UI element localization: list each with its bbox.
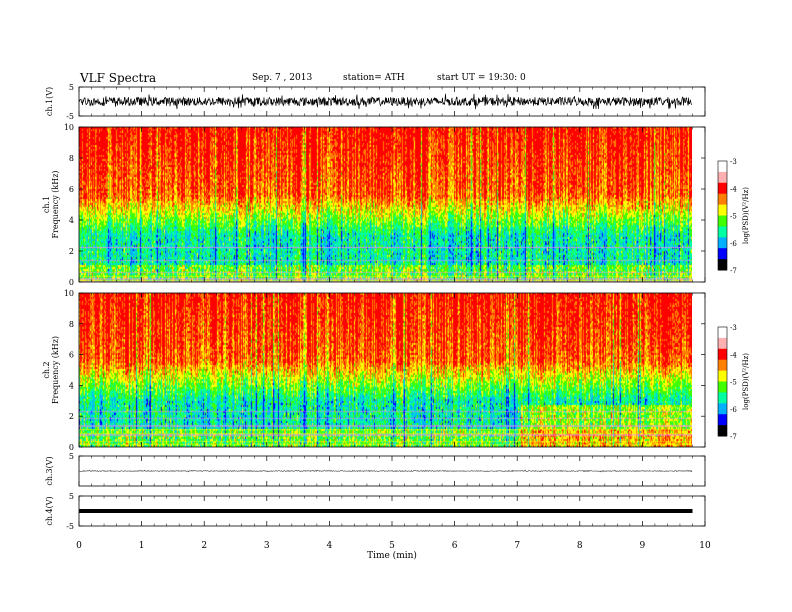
ch1_wave-ytick-label: 5 (69, 83, 74, 92)
ch1_spec-ylabel-channel: ch.1 (42, 196, 51, 213)
ch1_spec-colorbar-segment (718, 215, 727, 227)
x-tick-label: 9 (640, 541, 646, 551)
x-tick-label: 3 (264, 541, 270, 551)
ch3_wave-ylabel: ch.3(V) (45, 456, 54, 485)
waveform-layer (78, 93, 693, 513)
ch1_spec-colorbar-tick-label: -7 (730, 267, 737, 275)
ch1_spec-colorbar-tick-label: -5 (730, 213, 737, 221)
ch2_spec-colorbar-segment (718, 425, 727, 437)
ch1_spec-colorbar-segment (718, 248, 727, 260)
ch2_spec-ytick-label: 2 (69, 412, 74, 421)
x-axis-label: Time (min) (367, 550, 417, 561)
ch4_wave-ytick-label: 5 (69, 492, 74, 501)
ch2_spec-colorbar-segment (718, 359, 727, 372)
x-tick-label: 2 (201, 541, 207, 551)
ch2_spec-colorbar-segment (718, 348, 727, 361)
ch1_spec-colorbar-tick-label: -6 (730, 240, 737, 248)
ch2_spec-ytick-label: 8 (69, 320, 74, 329)
ch1_spec-colorbar-frame (717, 160, 728, 271)
ch2_spec-colorbar-segment (718, 370, 727, 382)
ch2_spec-colorbar-tick-label: -3 (730, 324, 737, 332)
ch2_spec-colorbar-label: log(PSD)(V²/Hz) (742, 353, 750, 410)
station-label: station= ATH (343, 73, 405, 83)
ch2_spec-ytick-label: 0 (69, 443, 74, 452)
ch1_spec-colorbar-segment (718, 204, 727, 216)
ch1_spec-colorbar-tick-label: -4 (730, 185, 737, 193)
ch2_spec-ylabel-channel: ch.2 (42, 361, 51, 378)
ch3_wave-ytick-label: 5 (69, 452, 74, 461)
x-tick-label: 5 (389, 541, 395, 551)
x-tick-label: 1 (139, 541, 145, 551)
start-ut-label: start UT = 19:30: 0 (437, 73, 526, 83)
ch1_wave-trace (78, 93, 693, 110)
ch1_spec-colorbar-segment (718, 182, 727, 195)
ch1_spec-colorbar-tick-label: -3 (730, 158, 737, 166)
x-tick-label: 6 (452, 541, 458, 551)
ch2_spec-colorbar-tick-label: -4 (730, 351, 737, 359)
ch1_wave-ytick-label: -5 (66, 112, 74, 121)
ch1_wave-ylabel: ch.1(V) (45, 87, 54, 116)
ch2_spec-colorbar-segment (718, 403, 727, 415)
x-tick-label: 4 (327, 541, 333, 551)
ch1_spec-ytick-label: 8 (69, 154, 74, 163)
ch2_spec-colorbar-frame (717, 326, 728, 437)
ch2_spec-ytick-label: 4 (69, 381, 74, 390)
ch3_wave-trace (79, 469, 693, 473)
ch1_spec-ytick-label: 4 (69, 216, 74, 225)
ch1_spec-colorbar-segment (718, 193, 727, 206)
ch2_spec-colorbar-segment (718, 414, 727, 426)
ch2_spec-ytick-label: 10 (64, 289, 74, 298)
ch2_spec-colorbar-tick-label: -5 (730, 379, 737, 387)
x-tick-label: 10 (699, 541, 711, 551)
chart-title: VLF Spectra (80, 71, 157, 85)
ch1_spec-colorbar-segment (718, 171, 727, 184)
colorbar-layer: -3 -4 -5 -6 -7 log(PSD)(V²/Hz) -3 -4 -5 -6 -7 log(P… (717, 158, 750, 441)
ch2_spec-colorbar-segment (718, 381, 727, 393)
x-tick-label: 7 (514, 541, 520, 551)
x-tick-label: 8 (577, 541, 583, 551)
ch2_spec-spectrogram-image (79, 293, 692, 447)
ch2_spec-colorbar-tick-label: -7 (730, 433, 737, 441)
ch4_wave-ylabel: ch.4(V) (45, 496, 54, 525)
ch1_spec-ylabel: Frequency (kHz) (51, 170, 60, 238)
date-label: Sep. 7 , 2013 (252, 73, 313, 83)
ch1_spec-ytick-label: 6 (69, 185, 74, 194)
ch4_wave-ytick-label: -5 (66, 522, 74, 531)
ch2_spec-colorbar-tick-label: -6 (730, 406, 737, 414)
ch1_spec-ytick-label: 0 (69, 278, 74, 287)
ch2_spec-colorbar-segment (718, 327, 727, 339)
spectrogram-layer (79, 127, 692, 447)
ch2_spec-colorbar-segment (718, 392, 727, 404)
ch1_spec-spectrogram-image (79, 127, 692, 282)
ch1_spec-ytick-label: 10 (64, 123, 74, 132)
ch2_spec-ytick-label: 6 (69, 351, 74, 360)
ch2_spec-colorbar-segment (718, 337, 727, 350)
ch1_spec-ytick-label: 2 (69, 247, 74, 256)
ch1_spec-colorbar-label: log(PSD)(V²/Hz) (742, 187, 750, 244)
ch1_spec-colorbar-segment (718, 161, 727, 173)
ch1_spec-colorbar-segment (718, 259, 727, 271)
ch2_spec-ylabel: Frequency (kHz) (51, 336, 60, 404)
ch1_spec-colorbar-segment (718, 237, 727, 249)
ch1_spec-colorbar-segment (718, 226, 727, 238)
x-tick-label: 0 (76, 541, 82, 551)
